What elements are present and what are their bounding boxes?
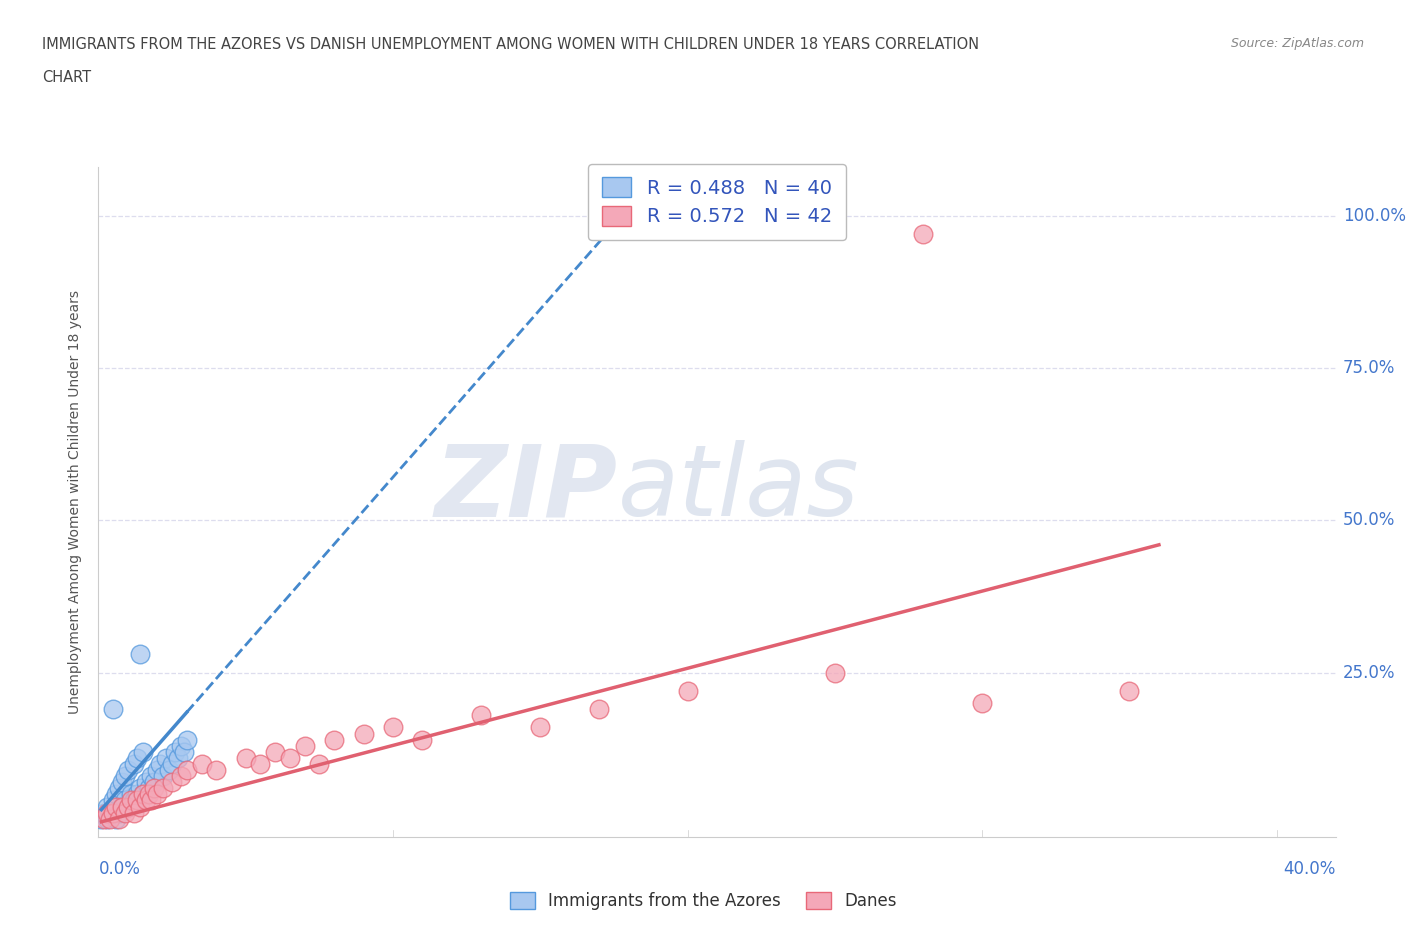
Point bbox=[93, 805, 115, 820]
Point bbox=[824, 665, 846, 680]
Point bbox=[114, 793, 136, 808]
Point bbox=[912, 227, 935, 242]
Point bbox=[146, 763, 169, 777]
Point bbox=[382, 720, 405, 735]
Point bbox=[108, 805, 131, 820]
Point bbox=[108, 781, 131, 796]
Point bbox=[138, 781, 160, 796]
Text: atlas: atlas bbox=[619, 440, 859, 538]
Point bbox=[105, 811, 128, 826]
Point bbox=[93, 811, 115, 826]
Text: 75.0%: 75.0% bbox=[1343, 359, 1395, 378]
Point bbox=[101, 702, 124, 717]
Point bbox=[135, 775, 157, 790]
Point bbox=[1118, 684, 1140, 698]
Point bbox=[163, 744, 186, 759]
Text: 25.0%: 25.0% bbox=[1343, 664, 1395, 682]
Point bbox=[152, 769, 174, 784]
Point bbox=[294, 738, 316, 753]
Point bbox=[190, 756, 212, 771]
Text: ZIP: ZIP bbox=[434, 440, 619, 538]
Point bbox=[120, 787, 142, 802]
Text: 100.0%: 100.0% bbox=[1343, 207, 1406, 225]
Point bbox=[173, 744, 195, 759]
Point bbox=[131, 787, 153, 802]
Text: 40.0%: 40.0% bbox=[1284, 860, 1336, 878]
Point bbox=[155, 751, 177, 765]
Point bbox=[98, 805, 121, 820]
Text: IMMIGRANTS FROM THE AZORES VS DANISH UNEMPLOYMENT AMONG WOMEN WITH CHILDREN UNDE: IMMIGRANTS FROM THE AZORES VS DANISH UNE… bbox=[42, 37, 980, 52]
Point bbox=[114, 769, 136, 784]
Point bbox=[676, 684, 699, 698]
Point bbox=[90, 811, 112, 826]
Point bbox=[122, 756, 145, 771]
Point bbox=[117, 799, 139, 814]
Point bbox=[308, 756, 330, 771]
Point bbox=[131, 744, 153, 759]
Point bbox=[125, 787, 148, 802]
Point bbox=[411, 732, 433, 747]
Text: Source: ZipAtlas.com: Source: ZipAtlas.com bbox=[1230, 37, 1364, 50]
Text: 50.0%: 50.0% bbox=[1343, 512, 1395, 529]
Point bbox=[529, 720, 551, 735]
Point bbox=[111, 799, 134, 814]
Point bbox=[972, 696, 994, 711]
Point bbox=[101, 793, 124, 808]
Point bbox=[264, 744, 287, 759]
Point bbox=[470, 708, 492, 723]
Point bbox=[114, 805, 136, 820]
Point bbox=[105, 799, 128, 814]
Point bbox=[117, 763, 139, 777]
Point bbox=[125, 793, 148, 808]
Point bbox=[323, 732, 346, 747]
Text: CHART: CHART bbox=[42, 70, 91, 85]
Point bbox=[149, 756, 172, 771]
Point bbox=[146, 787, 169, 802]
Point bbox=[588, 702, 610, 717]
Point bbox=[141, 793, 163, 808]
Point bbox=[176, 763, 198, 777]
Point bbox=[143, 781, 166, 796]
Point bbox=[152, 781, 174, 796]
Point bbox=[160, 775, 183, 790]
Point bbox=[122, 793, 145, 808]
Point bbox=[353, 726, 375, 741]
Point bbox=[111, 775, 134, 790]
Point bbox=[98, 811, 121, 826]
Point bbox=[96, 805, 118, 820]
Point bbox=[96, 811, 118, 826]
Point bbox=[131, 787, 153, 802]
Point bbox=[117, 799, 139, 814]
Legend: Immigrants from the Azores, Danes: Immigrants from the Azores, Danes bbox=[503, 885, 903, 917]
Point bbox=[143, 775, 166, 790]
Point bbox=[167, 751, 190, 765]
Point bbox=[122, 805, 145, 820]
Point bbox=[96, 799, 118, 814]
Point bbox=[101, 805, 124, 820]
Point bbox=[278, 751, 301, 765]
Point bbox=[138, 787, 160, 802]
Point bbox=[135, 793, 157, 808]
Point bbox=[128, 647, 150, 662]
Y-axis label: Unemployment Among Women with Children Under 18 years: Unemployment Among Women with Children U… bbox=[69, 290, 83, 714]
Point bbox=[176, 732, 198, 747]
Point bbox=[205, 763, 228, 777]
Point bbox=[170, 738, 193, 753]
Point bbox=[111, 799, 134, 814]
Point bbox=[128, 799, 150, 814]
Point bbox=[108, 811, 131, 826]
Point bbox=[157, 763, 180, 777]
Point bbox=[141, 769, 163, 784]
Point bbox=[128, 781, 150, 796]
Legend: R = 0.488   N = 40, R = 0.572   N = 42: R = 0.488 N = 40, R = 0.572 N = 42 bbox=[589, 164, 845, 240]
Point bbox=[101, 805, 124, 820]
Point bbox=[170, 769, 193, 784]
Point bbox=[235, 751, 257, 765]
Point bbox=[125, 751, 148, 765]
Text: 0.0%: 0.0% bbox=[98, 860, 141, 878]
Point bbox=[105, 787, 128, 802]
Point bbox=[160, 756, 183, 771]
Point bbox=[120, 793, 142, 808]
Point bbox=[249, 756, 271, 771]
